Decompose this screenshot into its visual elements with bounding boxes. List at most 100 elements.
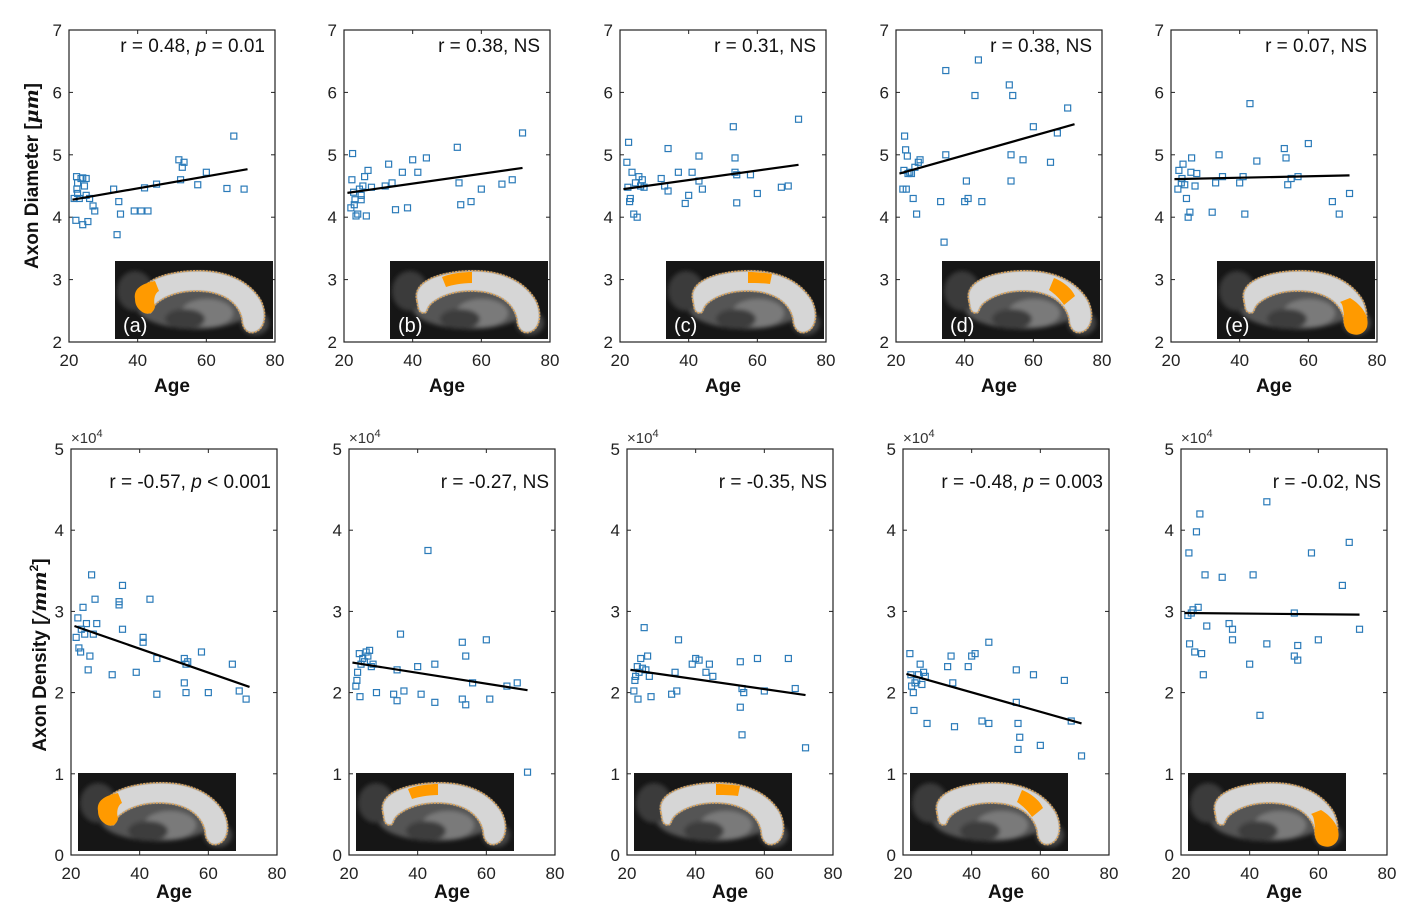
x-tick-label: 80 <box>546 864 565 883</box>
x-tick-label: 60 <box>472 351 491 370</box>
x-tick-label: 40 <box>403 351 422 370</box>
data-point <box>1185 640 1194 648</box>
data-point <box>84 666 92 674</box>
data-point <box>674 168 682 176</box>
scatter-panel: 20 40 60 80 2 3 4 5 6 7 Age (b) r = 0.38, NS <box>328 21 560 397</box>
data-point <box>113 231 121 239</box>
data-point <box>1314 636 1322 644</box>
data-point <box>1019 156 1027 164</box>
data-point <box>753 654 762 663</box>
data-point <box>906 650 914 658</box>
data-point <box>633 213 641 221</box>
data-point <box>398 168 406 176</box>
data-point <box>132 668 140 676</box>
data-point <box>1345 538 1353 546</box>
data-point <box>359 182 367 190</box>
data-point <box>204 688 212 697</box>
data-point <box>400 687 408 695</box>
x-tick-label: 80 <box>1368 351 1387 370</box>
data-point <box>971 650 979 658</box>
y-tick-label: 6 <box>328 83 337 102</box>
x-tick-label: 40 <box>962 864 981 883</box>
correlation-annotation: r = 0.38, NS <box>990 36 1092 57</box>
data-point <box>86 652 94 660</box>
data-point <box>228 660 236 668</box>
data-point <box>230 132 238 140</box>
data-point <box>1012 666 1020 674</box>
y-tick-label: 1 <box>55 765 64 784</box>
data-point <box>628 168 636 176</box>
data-point <box>357 191 365 199</box>
x-tick-label: 20 <box>618 864 637 883</box>
data-point <box>77 648 85 656</box>
data-point <box>1263 498 1271 506</box>
data-point <box>624 138 633 146</box>
y-tick-label: 6 <box>880 83 889 102</box>
x-tick-label: 20 <box>1162 351 1181 370</box>
data-point <box>1029 123 1037 131</box>
y-tick-label: 5 <box>333 440 342 459</box>
scatter-panel: 20 40 60 80 2 3 4 5 6 7 Age (e) r = 0.07, NS <box>1155 21 1387 397</box>
data-point <box>453 143 461 151</box>
data-point <box>1241 210 1249 218</box>
highlighted-region <box>408 784 438 799</box>
data-point <box>1193 169 1201 178</box>
y-tick-label: 7 <box>53 21 62 40</box>
scatter-panel: 20 40 60 80 0 1 2 3 4 5 ×104 Age r = -0.35, NS <box>611 428 843 903</box>
data-point <box>403 204 412 212</box>
data-point <box>1009 91 1017 100</box>
data-point <box>1287 174 1295 183</box>
data-point <box>354 210 362 218</box>
data-point <box>414 168 422 176</box>
data-point <box>685 191 693 199</box>
data-point <box>1184 213 1192 221</box>
y-tick-label: 5 <box>1165 440 1174 459</box>
data-point <box>1191 648 1199 656</box>
scatter-panel: 20 40 60 80 0 1 2 3 4 5 ×104 Age r = -0.48, p = 0.00… <box>887 428 1119 903</box>
x-tick-label: 20 <box>887 351 906 370</box>
data-point <box>223 184 231 193</box>
y-tick-label: 4 <box>328 208 337 227</box>
data-point <box>353 668 362 676</box>
y-tick-label: 0 <box>887 846 896 865</box>
y-tick-label: 2 <box>328 333 337 352</box>
y-tick-label: 5 <box>604 146 613 165</box>
x-axis-label: Age <box>434 882 470 903</box>
x-tick-label: 40 <box>955 351 974 370</box>
data-point <box>974 56 983 64</box>
axis-exponent-label: ×104 <box>1181 428 1213 447</box>
data-point <box>81 630 89 638</box>
data-point <box>1228 636 1237 644</box>
data-point <box>462 652 470 660</box>
data-point <box>385 160 393 168</box>
y-tick-label: 0 <box>1165 846 1174 865</box>
data-point <box>1253 157 1261 165</box>
brain-inset-image: (a) <box>115 261 273 339</box>
data-point <box>1263 640 1271 648</box>
x-axis-label: Age <box>429 376 465 397</box>
x-tick-label: 40 <box>408 864 427 883</box>
data-point <box>1228 625 1237 633</box>
panel-label: (c) <box>674 315 697 337</box>
data-point <box>108 671 116 679</box>
panel-label: (a) <box>123 315 147 337</box>
y-tick-label: 2 <box>604 333 613 352</box>
data-point <box>643 652 652 660</box>
data-point <box>740 688 748 697</box>
data-point <box>638 176 646 184</box>
highlighted-region <box>134 281 159 314</box>
y-tick-label: 1 <box>333 765 342 784</box>
data-point <box>784 654 792 663</box>
x-tick-label: 80 <box>1378 864 1397 883</box>
data-point <box>1181 181 1189 189</box>
y-tick-label: 2 <box>611 684 620 703</box>
data-point <box>477 185 485 193</box>
data-point <box>1194 603 1202 611</box>
y-tick-label: 3 <box>53 271 62 290</box>
data-point <box>455 179 463 187</box>
axis-exponent-label: ×104 <box>903 428 935 447</box>
data-point <box>1201 571 1209 579</box>
data-point <box>518 129 527 137</box>
x-tick-label: 40 <box>128 351 147 370</box>
data-point <box>937 198 945 206</box>
